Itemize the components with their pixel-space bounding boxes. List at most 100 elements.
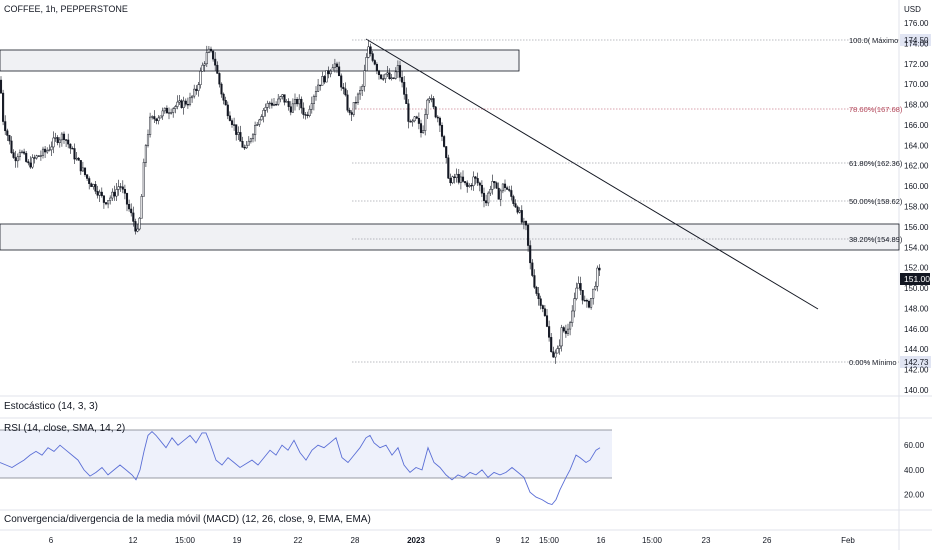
- candle-body: [81, 167, 84, 172]
- candle-body: [54, 137, 57, 139]
- candle-body: [243, 146, 246, 149]
- fib-tag-background: [870, 357, 898, 367]
- candle-body: [172, 108, 175, 113]
- candle-body: [220, 83, 223, 95]
- candle-body: [113, 191, 116, 197]
- last-price-badge[interactable]: [900, 273, 930, 285]
- candle-body: [461, 176, 465, 182]
- fib-level-label: 0.00%(: [849, 358, 873, 367]
- candle-body: [130, 208, 133, 214]
- candle-body: [197, 84, 200, 91]
- candle-body: [447, 157, 450, 179]
- candle-body: [174, 106, 177, 110]
- candle-body: [254, 125, 257, 136]
- candle-body: [241, 141, 244, 148]
- candle-body: [182, 100, 185, 108]
- price-tick-label: 146.00: [904, 325, 929, 334]
- candle-body: [62, 133, 66, 140]
- candle-body: [478, 182, 481, 186]
- candle-body: [401, 77, 404, 83]
- candle-body: [566, 328, 570, 334]
- candle-body: [518, 210, 521, 213]
- rsi-line[interactable]: [0, 430, 601, 506]
- candle-body: [419, 123, 423, 133]
- candle-body: [569, 322, 572, 330]
- candle-body: [281, 94, 284, 97]
- candle-body: [167, 112, 171, 114]
- candle-body: [123, 189, 126, 194]
- resistance-zone[interactable]: [0, 49, 520, 72]
- candle-body: [386, 72, 389, 75]
- fib-level-label: 50.00%(158.62): [849, 197, 903, 206]
- candle-body: [541, 305, 544, 309]
- candle-body: [71, 148, 74, 150]
- stochastic-pane-title[interactable]: Estocástico (14, 3, 3): [4, 401, 98, 412]
- candle-body: [260, 116, 263, 121]
- candle-body: [25, 153, 28, 162]
- candle-body: [251, 134, 255, 140]
- candle-body: [556, 348, 559, 354]
- candle-body: [543, 308, 546, 316]
- fib-price-label: 174.50: [904, 36, 929, 45]
- candle-body: [388, 72, 391, 79]
- candle-body: [109, 197, 112, 201]
- candle-body: [424, 114, 427, 131]
- candle-body: [403, 82, 406, 95]
- rsi-tick-label: 40.00: [904, 466, 925, 475]
- candle-body: [100, 191, 103, 197]
- candle-body: [102, 195, 105, 203]
- candle-body: [258, 119, 261, 125]
- candle-body: [186, 103, 189, 106]
- support-zone[interactable]: [0, 223, 900, 251]
- candle-body: [491, 181, 494, 190]
- candle-body: [466, 182, 469, 187]
- candle-body: [344, 88, 347, 96]
- candle-body: [506, 187, 509, 190]
- candle-body: [293, 99, 297, 105]
- candle-body: [527, 224, 530, 246]
- candle-body: [522, 220, 525, 223]
- candle-body: [594, 285, 597, 290]
- candle-body: [230, 120, 234, 125]
- candle-body: [501, 183, 504, 192]
- candle-body: [191, 95, 194, 99]
- candle-body: [56, 137, 59, 143]
- candle-body: [314, 91, 318, 97]
- candle-body: [380, 74, 383, 79]
- candle-body: [50, 146, 53, 151]
- candle-body: [443, 136, 446, 147]
- candle-body: [382, 78, 385, 80]
- candle-body: [550, 337, 553, 352]
- candle-body: [436, 116, 439, 119]
- candle-body: [289, 106, 292, 113]
- candle-body: [151, 116, 154, 118]
- candle-body: [352, 102, 355, 115]
- candle-body: [65, 139, 68, 141]
- candle-body: [188, 97, 192, 105]
- candle-body: [350, 112, 353, 115]
- fib-level-tag: Mínimo: [872, 358, 897, 367]
- candle-body: [224, 99, 227, 106]
- macd-pane-title[interactable]: Convergencia/divergencia de la media móv…: [4, 514, 371, 525]
- candle-body: [596, 267, 599, 287]
- candle-body: [375, 63, 378, 71]
- candle-body: [476, 178, 479, 184]
- candle-body: [233, 124, 236, 126]
- candle-body: [428, 98, 431, 101]
- candle-body: [304, 114, 307, 116]
- candle-body: [346, 94, 349, 111]
- candle-body: [239, 132, 242, 142]
- candle-body: [340, 75, 343, 88]
- price-tick-label: 168.00: [904, 101, 929, 110]
- price-tick-label: 176.00: [904, 19, 929, 28]
- candle-body: [468, 185, 471, 187]
- rsi-pane-title[interactable]: RSI (14, close, SMA, 14, 2): [4, 423, 126, 434]
- downtrend-line[interactable]: [365, 38, 819, 310]
- candle-body: [18, 152, 21, 157]
- candle-body: [508, 189, 511, 191]
- candle-body: [157, 117, 160, 122]
- fib-tag-background: [870, 35, 898, 45]
- candle-body: [92, 184, 95, 187]
- candle-body: [499, 190, 502, 200]
